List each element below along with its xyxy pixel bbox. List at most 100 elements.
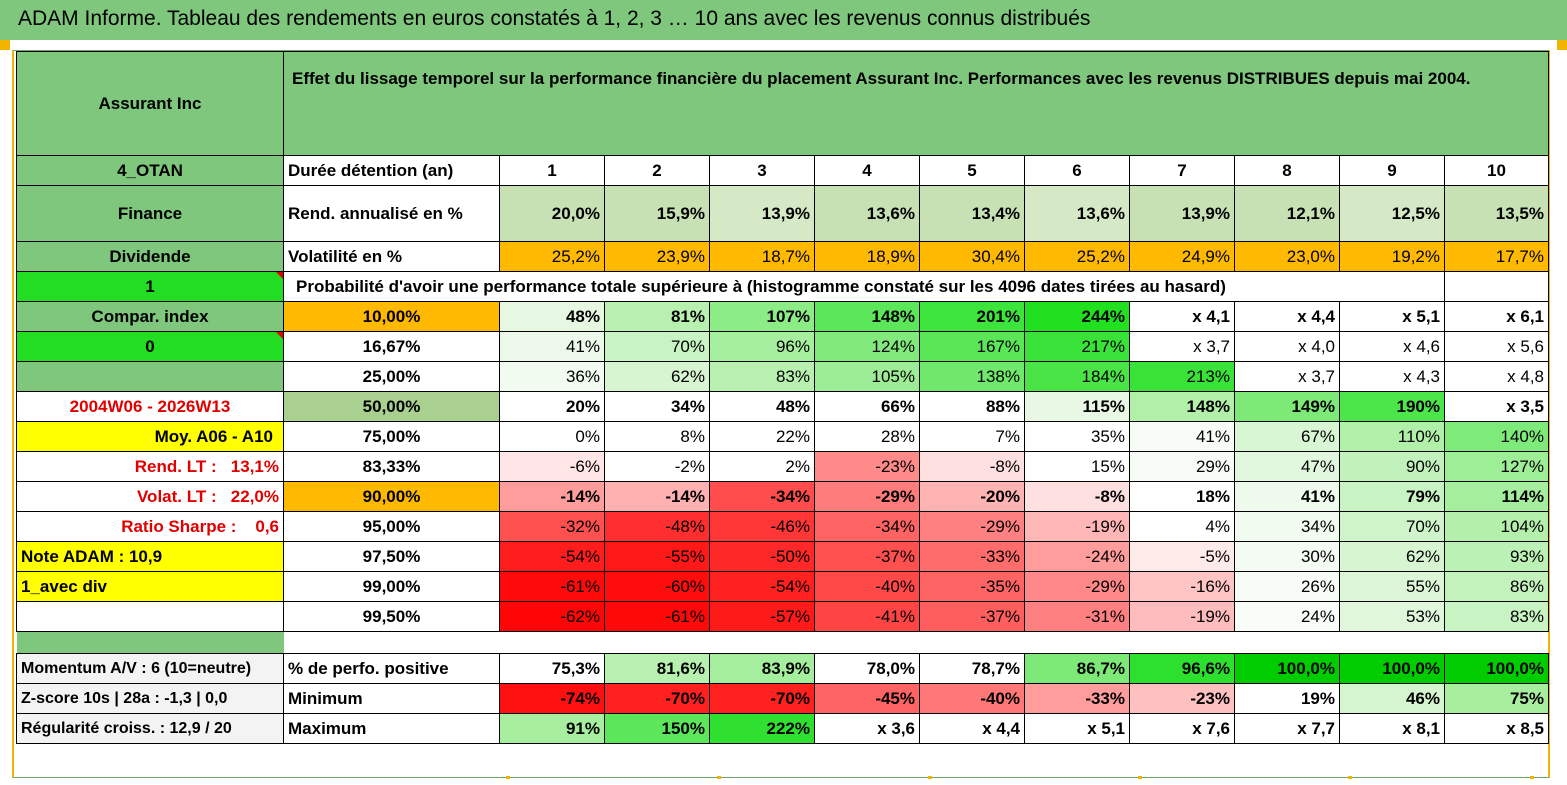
corner-accent-left — [0, 40, 10, 50]
quantile-value: -24% — [1024, 541, 1130, 572]
tick-mark — [928, 776, 932, 779]
quantile-value: -16% — [1129, 571, 1235, 602]
quantile-value: -61% — [499, 571, 605, 602]
quantile-value: -37% — [919, 601, 1025, 632]
positive-value: 78,0% — [814, 653, 920, 684]
quantile-value: x 4,8 — [1444, 361, 1549, 392]
maximum-value: x 7,6 — [1129, 713, 1235, 744]
positive-value: 81,6% — [604, 653, 710, 684]
table-row: Z-score 10s | 28a : -1,3 | 0,0 Minimum -74… — [16, 683, 1549, 714]
quantile-value: 83% — [1444, 601, 1549, 632]
note-adam: Note ADAM : 10,9 — [16, 541, 284, 572]
quantile-value: -23% — [814, 451, 920, 482]
quantile-value: 107% — [709, 301, 815, 332]
metric-label: Minimum — [283, 683, 500, 714]
quantile-value: -61% — [604, 601, 710, 632]
spacer — [283, 631, 1549, 654]
quantile-value: x 5,6 — [1444, 331, 1549, 362]
quantile-value: 55% — [1339, 571, 1445, 602]
year-header: 4 — [814, 155, 920, 186]
quantile-value: 7% — [919, 421, 1025, 452]
quantile-level: 16,67% — [283, 331, 500, 362]
vol-value: 25,2% — [1024, 241, 1130, 272]
rend-lt-value: 13,1% — [230, 456, 279, 476]
rend-value: 13,9% — [1129, 185, 1235, 242]
volat-lt-value: 22,0% — [230, 486, 279, 506]
year-header: 5 — [919, 155, 1025, 186]
year-header: 1 — [499, 155, 605, 186]
quantile-value: -5% — [1129, 541, 1235, 572]
quantile-level: 10,00% — [283, 301, 500, 332]
table-row: Rend. LT : 13,1% 83,33% -6% -2% 2% -23% -8% 15%… — [16, 451, 1549, 482]
report-frame — [12, 50, 1550, 778]
compar-index: Compar. index — [16, 301, 284, 332]
period-label: 2004W06 - 2026W13 — [16, 391, 284, 422]
quantile-value: 4% — [1129, 511, 1235, 542]
quantile-value: 244% — [1024, 301, 1130, 332]
maximum-value: 150% — [604, 713, 710, 744]
quantile-level: 25,00% — [283, 361, 500, 392]
quantile-value: 104% — [1444, 511, 1549, 542]
tick-mark — [1348, 776, 1352, 779]
quantile-value: 28% — [814, 421, 920, 452]
metric-label: % de perfo. positive — [283, 653, 500, 684]
vol-value: 30,4% — [919, 241, 1025, 272]
empty-cell — [1444, 271, 1549, 302]
quantile-value: 79% — [1339, 481, 1445, 512]
quantile-value: 149% — [1234, 391, 1340, 422]
quantile-value: -37% — [814, 541, 920, 572]
quantile-value: 2% — [709, 451, 815, 482]
table-row: Régularité croiss. : 12,9 / 20 Maximum 91%… — [16, 713, 1549, 744]
quantile-value: 48% — [709, 391, 815, 422]
empty-label — [16, 601, 284, 632]
quantile-value: -14% — [604, 481, 710, 512]
year-header: 3 — [709, 155, 815, 186]
quantile-value: -31% — [1024, 601, 1130, 632]
quantile-value: 201% — [919, 301, 1025, 332]
quantile-level: 75,00% — [283, 421, 500, 452]
year-header: 8 — [1234, 155, 1340, 186]
table-row: 1 Probabilité d'avoir une performance tot… — [16, 271, 1549, 302]
quantile-level: 90,00% — [283, 481, 500, 512]
quantile-value: 190% — [1339, 391, 1445, 422]
quantile-value: x 4,4 — [1234, 301, 1340, 332]
sharpe-label: Ratio Sharpe : — [121, 516, 237, 536]
quantile-value: -19% — [1024, 511, 1130, 542]
quantile-value: 22% — [709, 421, 815, 452]
performance-table: Assurant Inc Effet du lissage temporel su… — [16, 51, 1549, 744]
quantile-value: 41% — [1234, 481, 1340, 512]
duree-label: Durée détention (an) — [283, 155, 500, 186]
quantile-value: 0% — [499, 421, 605, 452]
proba-label: Probabilité d'avoir une performance tota… — [283, 271, 1445, 302]
table-row: Ratio Sharpe : 0,6 95,00% -32% -48% -46% -34%… — [16, 511, 1549, 542]
minimum-value: -45% — [814, 683, 920, 714]
quantile-value: -62% — [499, 601, 605, 632]
maximum-value: 222% — [709, 713, 815, 744]
rend-lt: Rend. LT : 13,1% — [16, 451, 284, 482]
vol-value: 18,7% — [709, 241, 815, 272]
table-row: 0 16,67% 41% 70% 96% 124% 167% 217% x 3,7 x 4,0 x … — [16, 331, 1549, 362]
quantile-value: 114% — [1444, 481, 1549, 512]
page-title: ADAM Informe. Tableau des rendements en … — [18, 7, 1091, 30]
positive-value: 100,0% — [1444, 653, 1549, 684]
quantile-value: 213% — [1129, 361, 1235, 392]
table-row: 2004W06 - 2026W13 50,00% 20% 34% 48% 66% 88% 11… — [16, 391, 1549, 422]
quantile-value: 35% — [1024, 421, 1130, 452]
quantile-value: -54% — [499, 541, 605, 572]
quantile-value: -57% — [709, 601, 815, 632]
table-row: 25,00% 36% 62% 83% 105% 138% 184% 213% x 3,7 x 4,… — [16, 361, 1549, 392]
quantile-value: -34% — [709, 481, 815, 512]
quantile-value: 29% — [1129, 451, 1235, 482]
empty-label — [16, 361, 284, 392]
vol-value: 25,2% — [499, 241, 605, 272]
flag-0: 0 — [16, 331, 284, 362]
volat-lt-label: Volat. LT : — [136, 486, 217, 506]
maximum-value: x 7,7 — [1234, 713, 1340, 744]
quantile-value: -50% — [709, 541, 815, 572]
quantile-value: 96% — [709, 331, 815, 362]
quantile-value: 70% — [604, 331, 710, 362]
quantile-value: 26% — [1234, 571, 1340, 602]
rend-value: 13,5% — [1444, 185, 1549, 242]
maximum-value: 91% — [499, 713, 605, 744]
year-header: 9 — [1339, 155, 1445, 186]
